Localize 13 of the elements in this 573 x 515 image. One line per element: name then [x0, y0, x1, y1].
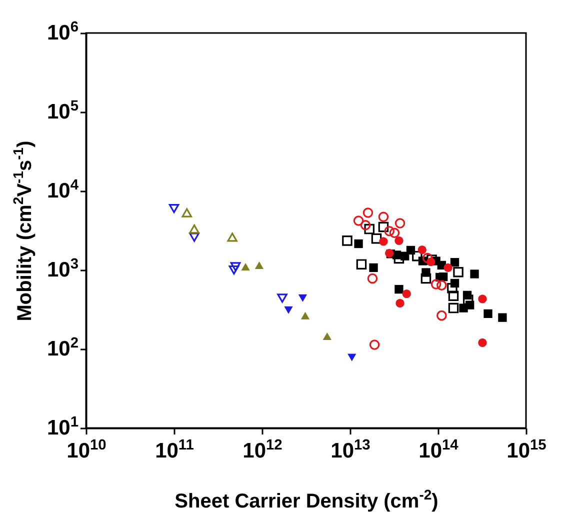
x-tick-label: 10$^{12}$: [242, 438, 282, 462]
x-tick-label: 10$^{14}$: [418, 438, 460, 462]
y-tick-label: 10$^{4}$: [46, 178, 80, 202]
x-tick-label: 10$^{11}$: [155, 438, 194, 462]
y-tick-label: 10$^{3}$: [46, 256, 78, 282]
x-tick-label: 10$^{10}$: [66, 438, 106, 462]
x-tick-label: 10$^{15}$: [506, 438, 546, 462]
y-tick-label: 10$^{1}$: [46, 414, 78, 440]
y-tick-label: 10$^{6}$: [46, 20, 78, 44]
y-tick-label: 10$^{2}$: [46, 336, 78, 360]
x-axis-title: Sheet Carrier Density (cm$^{-2}$): [174, 486, 438, 512]
y-tick-label: 10$^{5}$: [46, 98, 78, 124]
x-tick-label: 10$^{13}$: [330, 438, 370, 462]
